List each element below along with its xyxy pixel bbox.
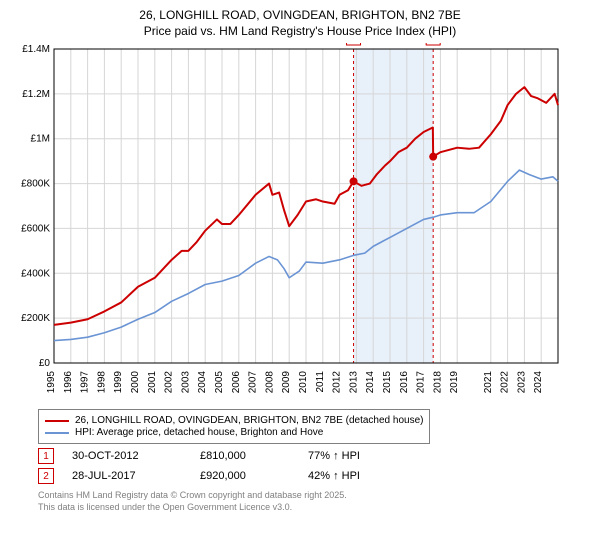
legend: 26, LONGHILL ROAD, OVINGDEAN, BRIGHTON, … [38,409,430,444]
svg-text:1995: 1995 [46,371,57,394]
chart-title: 26, LONGHILL ROAD, OVINGDEAN, BRIGHTON, … [8,8,592,39]
svg-text:£200K: £200K [21,313,50,324]
svg-text:2016: 2016 [399,371,410,394]
sale-date: 28-JUL-2017 [72,470,182,482]
sale-pct: 77% ↑ HPI [308,450,360,462]
legend-label: HPI: Average price, detached house, Brig… [75,427,323,438]
svg-text:2018: 2018 [432,371,443,394]
sale-row: 1 30-OCT-2012 £810,000 77% ↑ HPI [38,448,592,464]
chart-container: £0 £200K £400K £600K £800K £1M £1.2M £1.4M 1995 1… [8,43,592,403]
sale-pct: 42% ↑ HPI [308,470,360,482]
sale-marker: 2 [38,468,54,484]
sale-date: 30-OCT-2012 [72,450,182,462]
svg-text:£400K: £400K [21,268,50,279]
svg-text:£1.2M: £1.2M [22,89,50,100]
svg-text:1998: 1998 [96,371,107,394]
svg-text:1996: 1996 [63,371,74,394]
svg-text:2019: 2019 [449,371,460,394]
svg-text:£0: £0 [39,358,51,369]
svg-text:2006: 2006 [231,371,242,394]
svg-text:£1.4M: £1.4M [22,44,50,55]
svg-text:2011: 2011 [315,371,326,393]
svg-text:1: 1 [351,43,357,45]
line-chart: £0 £200K £400K £600K £800K £1M £1.2M £1.4M 1995 1… [8,43,568,403]
svg-text:1999: 1999 [113,371,124,394]
legend-swatch [45,420,69,422]
svg-text:£600K: £600K [21,224,50,235]
svg-text:2: 2 [430,43,436,45]
svg-text:2023: 2023 [516,371,527,394]
svg-text:2000: 2000 [130,371,141,394]
svg-text:2012: 2012 [332,371,343,394]
sale-marker: 1 [38,448,54,464]
svg-text:2024: 2024 [533,371,544,394]
legend-label: 26, LONGHILL ROAD, OVINGDEAN, BRIGHTON, … [75,415,423,426]
svg-text:1997: 1997 [80,371,91,394]
svg-text:2015: 2015 [382,371,393,394]
footer: Contains HM Land Registry data © Crown c… [38,490,592,513]
svg-text:2014: 2014 [365,371,376,394]
svg-text:£1M: £1M [31,134,50,145]
svg-text:2007: 2007 [248,371,259,394]
sale-price: £920,000 [200,470,290,482]
svg-text:2003: 2003 [180,371,191,394]
svg-text:2013: 2013 [348,371,359,394]
svg-text:2017: 2017 [416,371,427,394]
svg-text:2004: 2004 [197,371,208,394]
svg-text:2022: 2022 [500,371,511,394]
sales-list: 1 30-OCT-2012 £810,000 77% ↑ HPI 2 28-JUL-201… [8,448,592,484]
svg-text:2001: 2001 [147,371,158,394]
sale-price: £810,000 [200,450,290,462]
svg-text:2002: 2002 [164,371,175,394]
svg-text:2010: 2010 [298,371,309,394]
svg-text:2009: 2009 [281,371,292,394]
svg-text:2008: 2008 [264,371,275,394]
legend-item: 26, LONGHILL ROAD, OVINGDEAN, BRIGHTON, … [45,415,423,426]
svg-text:£800K: £800K [21,179,50,190]
legend-item: HPI: Average price, detached house, Brig… [45,427,423,438]
svg-text:2021: 2021 [483,371,494,394]
sale-row: 2 28-JUL-2017 £920,000 42% ↑ HPI [38,468,592,484]
legend-swatch [45,432,69,434]
svg-text:2005: 2005 [214,371,225,394]
